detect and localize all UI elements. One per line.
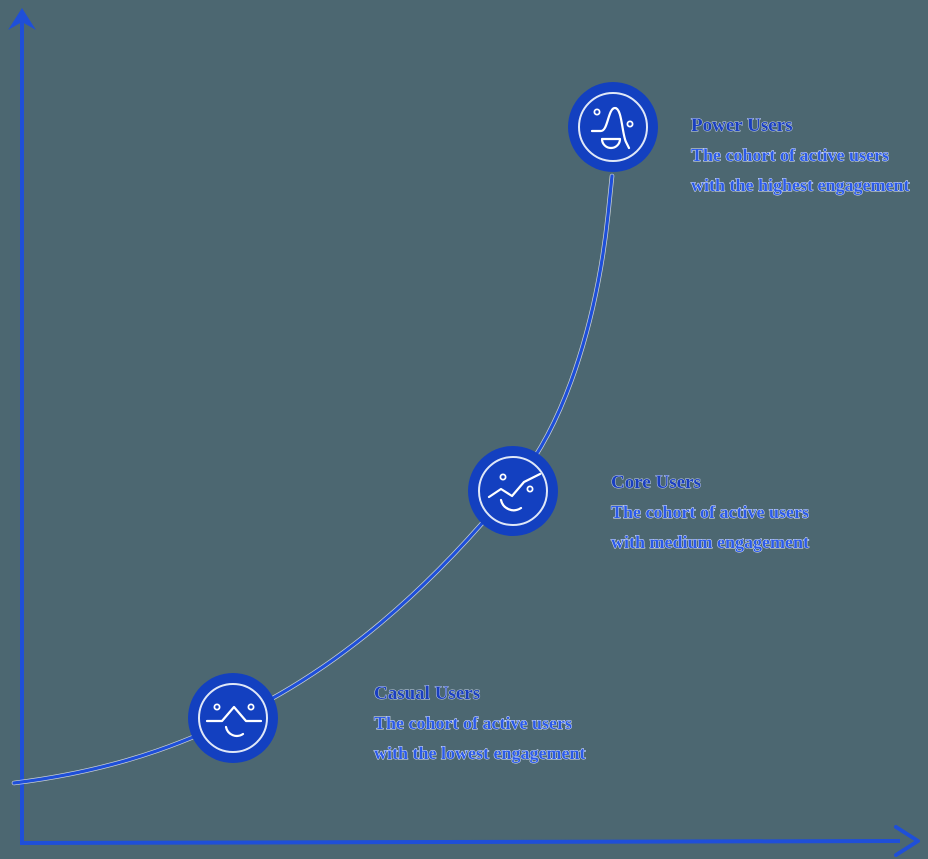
label-casual-users: Casual Users The cohort of active users … xyxy=(374,681,592,768)
casual-users-description: The cohort of active users with the lowe… xyxy=(374,713,586,764)
power-users-description: The cohort of active users with the high… xyxy=(691,145,910,196)
label-core-users: Core Users The cohort of active users wi… xyxy=(611,470,827,557)
marker-core-users[interactable] xyxy=(468,446,558,536)
marker-casual-users[interactable] xyxy=(188,673,278,763)
y-axis-arrowhead xyxy=(8,8,36,30)
label-power-users: Power Users The cohort of active users w… xyxy=(691,113,919,200)
y-axis xyxy=(8,8,36,845)
power-face-icon xyxy=(578,92,648,162)
casual-face-icon xyxy=(198,683,268,753)
engagement-curve xyxy=(11,173,615,786)
x-axis-arrowhead xyxy=(894,825,920,857)
core-users-title: Core Users xyxy=(611,472,702,494)
power-users-title: Power Users xyxy=(691,115,793,137)
core-face-icon xyxy=(478,456,548,526)
casual-users-title: Casual Users xyxy=(374,683,481,705)
core-users-description: The cohort of active users with medium e… xyxy=(611,502,810,553)
marker-power-users[interactable] xyxy=(568,82,658,172)
x-axis xyxy=(19,825,920,857)
